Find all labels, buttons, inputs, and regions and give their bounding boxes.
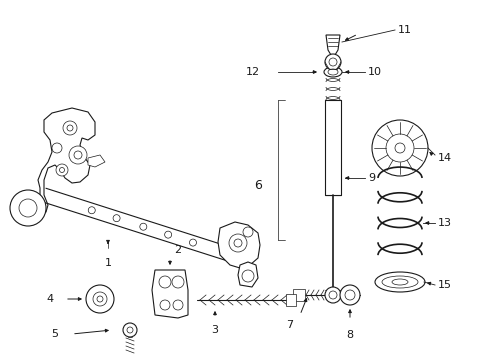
Polygon shape — [238, 262, 258, 287]
Text: 9: 9 — [367, 173, 374, 183]
Ellipse shape — [327, 69, 337, 75]
Polygon shape — [292, 289, 305, 301]
Circle shape — [189, 239, 196, 246]
Circle shape — [371, 120, 427, 176]
Text: 14: 14 — [437, 153, 451, 163]
Polygon shape — [88, 155, 105, 167]
Circle shape — [160, 300, 170, 310]
Ellipse shape — [381, 276, 417, 288]
Ellipse shape — [391, 279, 407, 285]
Circle shape — [19, 199, 37, 217]
Text: 3: 3 — [211, 325, 218, 335]
Text: 5: 5 — [51, 329, 59, 339]
Circle shape — [97, 296, 103, 302]
Text: 4: 4 — [46, 294, 54, 304]
Circle shape — [172, 276, 183, 288]
Circle shape — [325, 54, 340, 70]
Circle shape — [10, 190, 46, 226]
Circle shape — [345, 290, 354, 300]
Polygon shape — [325, 100, 340, 195]
Circle shape — [86, 285, 114, 313]
Circle shape — [69, 146, 87, 164]
Text: 8: 8 — [346, 330, 353, 340]
Text: 12: 12 — [245, 67, 260, 77]
Circle shape — [56, 164, 68, 176]
Text: 7: 7 — [286, 320, 293, 330]
Text: 13: 13 — [437, 218, 451, 228]
Polygon shape — [285, 294, 295, 306]
Circle shape — [228, 234, 246, 252]
Circle shape — [88, 207, 95, 214]
Polygon shape — [325, 35, 339, 55]
Circle shape — [328, 291, 336, 299]
Circle shape — [325, 287, 340, 303]
Polygon shape — [28, 108, 95, 218]
Circle shape — [63, 121, 77, 135]
Circle shape — [394, 143, 404, 153]
Polygon shape — [152, 270, 187, 318]
Circle shape — [74, 151, 82, 159]
Circle shape — [123, 323, 137, 337]
Ellipse shape — [324, 67, 341, 77]
Text: 11: 11 — [397, 25, 411, 35]
Circle shape — [328, 58, 336, 66]
Circle shape — [385, 134, 413, 162]
Polygon shape — [218, 222, 260, 268]
Circle shape — [127, 327, 133, 333]
Ellipse shape — [374, 272, 424, 292]
Circle shape — [67, 125, 73, 131]
Circle shape — [234, 239, 242, 247]
Text: 10: 10 — [367, 67, 381, 77]
Circle shape — [52, 143, 62, 153]
Text: 2: 2 — [174, 245, 181, 255]
Circle shape — [159, 276, 171, 288]
Circle shape — [60, 167, 64, 172]
Circle shape — [173, 300, 183, 310]
Circle shape — [140, 223, 146, 230]
Circle shape — [242, 270, 253, 282]
Circle shape — [93, 292, 107, 306]
Circle shape — [164, 231, 171, 238]
Text: 1: 1 — [104, 258, 111, 268]
Circle shape — [113, 215, 120, 222]
Text: 6: 6 — [254, 179, 262, 192]
Circle shape — [339, 285, 359, 305]
Text: 15: 15 — [437, 280, 451, 290]
Circle shape — [243, 227, 252, 237]
